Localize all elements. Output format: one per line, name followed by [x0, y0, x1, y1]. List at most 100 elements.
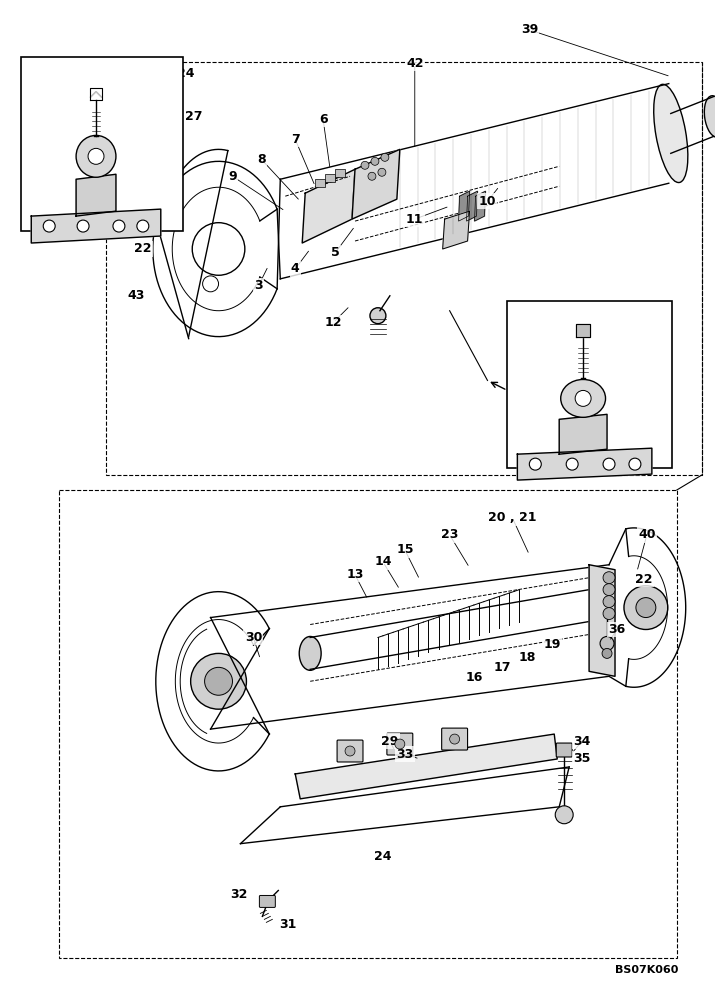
- Text: 23: 23: [441, 528, 458, 541]
- Text: 15: 15: [396, 543, 414, 556]
- Polygon shape: [302, 169, 355, 243]
- Text: 24: 24: [177, 67, 195, 80]
- Text: 14: 14: [374, 555, 392, 568]
- Circle shape: [205, 667, 233, 695]
- Text: 35: 35: [574, 752, 591, 765]
- Text: 29: 29: [381, 735, 399, 748]
- Text: 40: 40: [638, 528, 656, 541]
- Text: 25: 25: [604, 356, 621, 369]
- Polygon shape: [559, 414, 607, 454]
- Circle shape: [624, 586, 668, 629]
- Text: 20 , 21: 20 , 21: [488, 511, 537, 524]
- Circle shape: [603, 584, 615, 596]
- Text: 13: 13: [347, 568, 364, 581]
- Text: 26: 26: [599, 316, 616, 329]
- Circle shape: [43, 220, 55, 232]
- Circle shape: [395, 739, 405, 749]
- Circle shape: [368, 172, 376, 180]
- Circle shape: [378, 168, 386, 176]
- Circle shape: [77, 220, 89, 232]
- Text: 18: 18: [518, 651, 536, 664]
- Circle shape: [636, 598, 656, 618]
- FancyBboxPatch shape: [556, 743, 572, 757]
- Text: 30: 30: [245, 631, 262, 644]
- Polygon shape: [76, 174, 116, 216]
- Text: 22: 22: [635, 573, 653, 586]
- Polygon shape: [459, 191, 470, 221]
- Text: 12: 12: [324, 316, 342, 329]
- Text: 6: 6: [319, 113, 327, 126]
- Circle shape: [345, 746, 355, 756]
- FancyBboxPatch shape: [387, 733, 413, 755]
- Text: 3: 3: [254, 279, 263, 292]
- Circle shape: [575, 390, 591, 406]
- Text: 42: 42: [406, 57, 424, 70]
- Text: 9: 9: [228, 170, 237, 183]
- Text: 4: 4: [291, 262, 299, 275]
- Text: BS07K060: BS07K060: [615, 965, 679, 975]
- Ellipse shape: [299, 636, 321, 670]
- Polygon shape: [90, 92, 102, 98]
- Bar: [106, 62, 702, 475]
- Polygon shape: [475, 191, 485, 221]
- Circle shape: [600, 636, 614, 650]
- Text: 11: 11: [406, 213, 424, 226]
- Circle shape: [602, 648, 612, 658]
- Polygon shape: [32, 209, 161, 243]
- Circle shape: [529, 458, 541, 470]
- Circle shape: [629, 458, 641, 470]
- Text: 28: 28: [97, 83, 115, 96]
- Text: 36: 36: [609, 623, 626, 636]
- Circle shape: [603, 572, 615, 584]
- Bar: [508, 301, 672, 468]
- Text: 10: 10: [479, 195, 496, 208]
- Bar: [21, 57, 183, 231]
- FancyBboxPatch shape: [442, 728, 468, 750]
- Text: 31: 31: [279, 918, 297, 931]
- Text: 16: 16: [466, 671, 483, 684]
- Circle shape: [603, 596, 615, 608]
- Text: 19: 19: [543, 638, 561, 651]
- Ellipse shape: [561, 379, 606, 417]
- Circle shape: [137, 220, 149, 232]
- Bar: [59, 490, 677, 958]
- Polygon shape: [589, 565, 615, 676]
- Polygon shape: [325, 174, 335, 182]
- Polygon shape: [518, 448, 652, 480]
- Polygon shape: [576, 324, 590, 337]
- Text: 32: 32: [230, 888, 247, 901]
- Text: 27: 27: [185, 110, 203, 123]
- Circle shape: [361, 161, 369, 169]
- Ellipse shape: [705, 96, 716, 137]
- Text: 8: 8: [257, 153, 266, 166]
- Text: 17: 17: [494, 661, 511, 674]
- Text: 39: 39: [521, 23, 538, 36]
- Circle shape: [603, 608, 615, 620]
- Polygon shape: [295, 734, 557, 799]
- Text: 34: 34: [574, 735, 591, 748]
- Text: 33: 33: [396, 748, 413, 761]
- Polygon shape: [442, 211, 470, 249]
- Polygon shape: [467, 191, 478, 221]
- Circle shape: [603, 458, 615, 470]
- FancyBboxPatch shape: [337, 740, 363, 762]
- Text: 22: 22: [134, 242, 152, 255]
- Circle shape: [371, 157, 379, 165]
- Text: 24: 24: [374, 850, 392, 863]
- Circle shape: [450, 734, 460, 744]
- FancyBboxPatch shape: [259, 895, 276, 907]
- Text: 5: 5: [331, 246, 339, 259]
- Circle shape: [566, 458, 578, 470]
- Circle shape: [88, 148, 104, 164]
- Circle shape: [381, 153, 389, 161]
- Polygon shape: [335, 169, 345, 177]
- Circle shape: [190, 653, 246, 709]
- Text: 7: 7: [291, 133, 299, 146]
- Text: 43: 43: [127, 289, 145, 302]
- Ellipse shape: [654, 84, 688, 183]
- Circle shape: [555, 806, 574, 824]
- Circle shape: [113, 220, 125, 232]
- Circle shape: [370, 308, 386, 324]
- Polygon shape: [315, 179, 325, 187]
- Polygon shape: [352, 149, 400, 219]
